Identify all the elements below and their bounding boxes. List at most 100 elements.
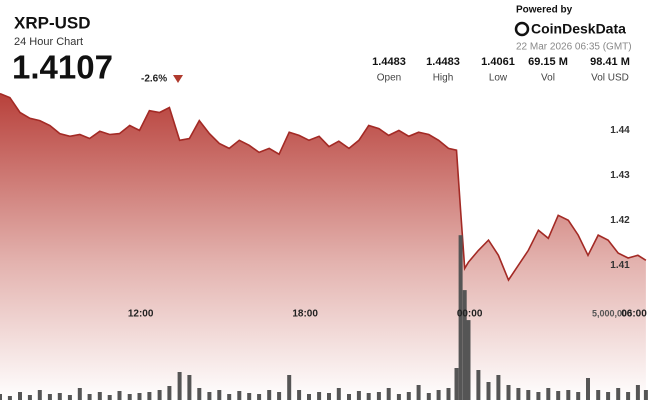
volume-bar	[356, 391, 361, 400]
volume-bar	[426, 393, 431, 400]
volume-bar	[307, 394, 311, 400]
volume-bar	[147, 392, 152, 400]
timestamp: 22 Mar 2026 06:35 (GMT)	[516, 42, 632, 53]
volume-bar	[187, 375, 192, 400]
subtitle: 24 Hour Chart	[14, 36, 83, 48]
volume-bar	[386, 388, 391, 400]
volume-bar	[536, 392, 541, 400]
volume-bar	[27, 395, 32, 400]
volume-bar	[506, 385, 511, 400]
volume-bar	[18, 392, 22, 400]
y-tick-label: 1.42	[610, 215, 630, 226]
y-tick-label: 1.44	[610, 125, 630, 136]
volume-bar	[643, 390, 648, 400]
volume-bar	[327, 393, 331, 400]
volume-bar	[107, 395, 112, 400]
volume-bar	[596, 390, 601, 400]
stat-label: Vol	[541, 73, 555, 84]
volume-bar	[247, 393, 252, 400]
volume-bar	[376, 392, 381, 400]
stat-value: 1.4483	[372, 56, 406, 68]
x-tick-label: 18:00	[292, 309, 318, 320]
volume-bar	[257, 394, 262, 400]
y-tick-label: 1.43	[610, 170, 630, 181]
volume-bar	[87, 394, 92, 400]
volume-bar	[366, 393, 371, 400]
volume-bar	[396, 394, 401, 400]
price: 1.4107	[12, 49, 113, 86]
stat-value: 1.4483	[426, 56, 460, 68]
plot: 1.41 1.42 1.43 1.44 5,000,000 12:00 18:00 00:00…	[0, 90, 650, 400]
volume-bar	[197, 388, 202, 400]
stats: 1.4483 Open 1.4483 High 1.4061 Low 69.15 M Vol 9…	[372, 56, 630, 84]
volume-bar	[496, 375, 501, 400]
volume-bar	[177, 372, 182, 400]
y2-tick-label: 5,000,000	[592, 308, 632, 318]
volume-bar	[626, 392, 631, 400]
volume-bar	[227, 394, 232, 400]
title: XRP-USD	[14, 13, 91, 32]
price-area	[0, 93, 646, 400]
volume-bar	[157, 390, 162, 400]
volume-bar	[462, 290, 467, 400]
volume-bar	[526, 390, 531, 400]
volume-bar	[47, 394, 52, 400]
brand-logo	[514, 21, 530, 37]
volume-bar	[336, 388, 341, 400]
volume-bar	[576, 392, 581, 400]
volume-bar	[458, 235, 463, 400]
volume-bar	[406, 392, 411, 400]
stat-value: 1.4061	[481, 56, 515, 68]
stat-label: Open	[377, 73, 401, 84]
volume-bar	[606, 392, 611, 400]
stat-label: Low	[489, 73, 508, 84]
brand: CoinDeskData	[531, 21, 626, 37]
volume-bar	[586, 378, 590, 400]
y-tick-label: 1.41	[610, 260, 630, 271]
volume-bar	[566, 390, 571, 400]
volume-bar	[167, 386, 172, 400]
down-arrow	[173, 75, 183, 83]
volume-bar	[635, 385, 640, 400]
x-tick-label: 06:00	[621, 309, 647, 320]
change: -2.6%	[141, 74, 167, 85]
volume-bar	[486, 382, 491, 400]
volume-bar	[516, 388, 521, 400]
volume-bar	[287, 375, 292, 400]
volume-bar	[137, 393, 142, 400]
volume-bar	[57, 393, 62, 400]
volume-bar	[546, 388, 551, 400]
volume-bar	[217, 390, 222, 400]
stat-value: 69.15 M	[528, 56, 568, 68]
x-tick-label: 12:00	[128, 309, 154, 320]
volume-bar	[127, 394, 132, 400]
volume-bar	[436, 390, 441, 400]
volume-bar	[297, 390, 302, 400]
volume-bar	[556, 391, 561, 400]
volume-bar	[454, 368, 459, 400]
stat-label: High	[433, 73, 454, 84]
volume-bar	[237, 391, 242, 400]
volume-bar	[476, 370, 481, 400]
volume-bar	[616, 388, 621, 400]
volume-bar	[37, 390, 42, 400]
volume-bar	[97, 392, 102, 400]
volume-bar	[207, 392, 212, 400]
volume-bar	[347, 394, 351, 400]
volume-bar	[466, 320, 471, 400]
powered-by: Powered by	[516, 5, 573, 16]
stat-label: Vol USD	[591, 73, 629, 84]
stat-value: 98.41 M	[590, 56, 630, 68]
volume-bar	[416, 385, 421, 400]
volume-bar	[317, 392, 322, 400]
volume-bar	[77, 388, 82, 400]
volume-bar	[67, 395, 72, 400]
volume-bar	[267, 390, 272, 400]
x-tick-label: 00:00	[457, 309, 483, 320]
volume-bar	[446, 388, 451, 400]
price-line	[0, 92, 647, 282]
volume-bar	[7, 396, 12, 400]
volume-bar	[277, 392, 282, 400]
volume-bar	[0, 394, 2, 400]
